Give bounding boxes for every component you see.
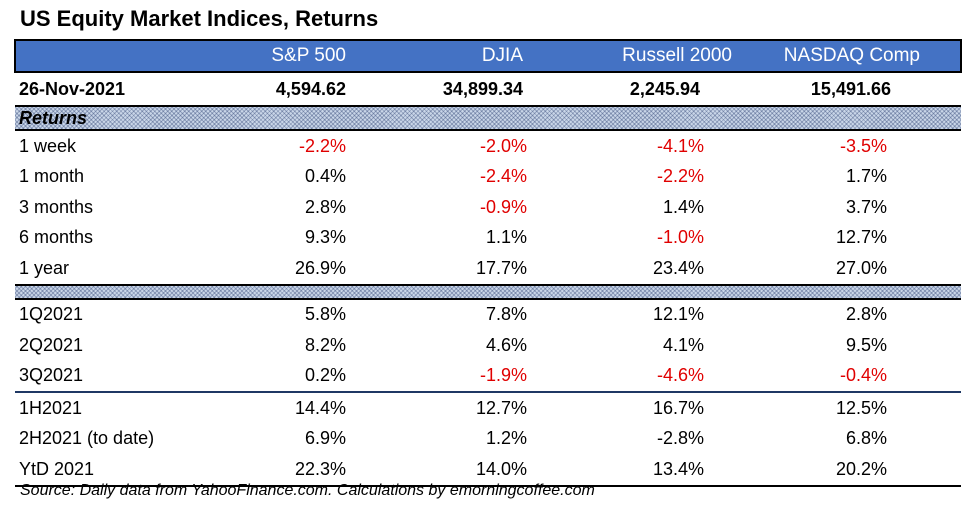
cell-russell: 16.7% (575, 391, 760, 424)
row-label: 2Q2021 (19, 334, 84, 355)
returns-table: S&P 500 DJIA Russell 2000 NASDAQ Comp 26… (14, 39, 962, 487)
cell-sp500: 0.2% (304, 365, 346, 386)
cell-djia: 12.7% (390, 391, 575, 424)
cell-nasdaq: -3.5% (839, 135, 887, 156)
cell-sp500: 22.3% (225, 454, 390, 487)
cell-sp500: 14.4% (225, 391, 390, 424)
cell-sp500: 9.3% (304, 227, 346, 248)
row-label: 1 month (19, 166, 85, 187)
cell-nasdaq: 27.0% (835, 257, 887, 278)
column-header-nasdaq: NASDAQ Comp (760, 39, 962, 73)
cell-djia: -2.0% (479, 135, 527, 156)
column-header-djia: DJIA (390, 39, 575, 73)
cell-nasdaq: 3.7% (845, 196, 887, 217)
table-row: 1 week -2.2% -2.0% -4.1% -3.5% (15, 130, 961, 162)
section-label: Returns (19, 107, 88, 128)
cell-russell: 1.4% (662, 196, 704, 217)
row-label: YtD 2021 (15, 454, 225, 487)
level-row-label: 26-Nov-2021 (15, 72, 225, 107)
table-row: YtD 2021 22.3% 14.0% 13.4% 20.2% (15, 454, 961, 487)
level-value: 15,491.66 (760, 72, 961, 107)
column-header-russell: Russell 2000 (575, 39, 760, 73)
header-row: S&P 500 DJIA Russell 2000 NASDAQ Comp (14, 39, 962, 73)
cell-russell: 13.4% (575, 454, 760, 487)
cell-djia: 7.8% (485, 304, 527, 325)
cell-nasdaq: 20.2% (760, 454, 961, 487)
section-header: Returns (15, 105, 961, 131)
level-value: 34,899.34 (390, 72, 575, 107)
row-label: 3 months (19, 196, 94, 217)
cell-djia: 1.2% (485, 428, 527, 449)
table-row: 1 year 26.9% 17.7% 23.4% 27.0% (15, 253, 961, 285)
row-label: 1 week (19, 135, 77, 156)
row-label: 1H2021 (15, 391, 225, 424)
cell-russell: -4.1% (656, 135, 704, 156)
table-row: 1 month 0.4% -2.4% -2.2% 1.7% (15, 162, 961, 193)
cell-nasdaq: 12.5% (760, 391, 961, 424)
header-corner (14, 39, 225, 73)
row-label: 6 months (19, 227, 94, 248)
cell-djia: 14.0% (390, 454, 575, 487)
column-header-sp500: S&P 500 (225, 39, 390, 73)
cell-nasdaq: 6.8% (845, 428, 887, 449)
cell-sp500: -2.2% (298, 135, 346, 156)
hatched-separator (15, 283, 961, 300)
cell-nasdaq: 9.5% (845, 334, 887, 355)
hatched-separator-row (15, 283, 961, 300)
cell-djia: -0.9% (479, 196, 527, 217)
table-row: 6 months 9.3% 1.1% -1.0% 12.7% (15, 223, 961, 254)
cell-sp500: 8.2% (304, 334, 346, 355)
row-label: 1 year (19, 257, 70, 278)
cell-russell: -1.0% (656, 227, 704, 248)
cell-nasdaq: 1.7% (845, 166, 887, 187)
table-row: 2H2021 (to date) 6.9% 1.2% -2.8% 6.8% (15, 424, 961, 455)
source-note: Source: Daily data from YahooFinance.com… (20, 482, 595, 499)
table-row: 1Q2021 5.8% 7.8% 12.1% 2.8% (15, 299, 961, 331)
cell-sp500: 2.8% (304, 196, 346, 217)
table-row: 1H2021 14.4% 12.7% 16.7% 12.5% (15, 391, 961, 424)
cell-sp500: 26.9% (294, 257, 346, 278)
level-value: 4,594.62 (225, 72, 390, 107)
cell-russell: 23.4% (652, 257, 704, 278)
table-row: 3Q2021 0.2% -1.9% -4.6% -0.4% (15, 361, 961, 393)
cell-russell: 4.1% (662, 334, 704, 355)
cell-nasdaq: 12.7% (835, 227, 887, 248)
table-row: 3 months 2.8% -0.9% 1.4% 3.7% (15, 192, 961, 223)
cell-djia: -2.4% (479, 166, 527, 187)
cell-djia: 1.1% (485, 227, 527, 248)
row-label: 2H2021 (to date) (19, 428, 155, 449)
section-header-row: Returns (15, 105, 961, 131)
table-row: 2Q2021 8.2% 4.6% 4.1% 9.5% (15, 330, 961, 361)
cell-sp500: 5.8% (304, 304, 346, 325)
level-value: 2,245.94 (575, 72, 760, 107)
cell-sp500: 0.4% (304, 166, 346, 187)
cell-russell: -2.8% (656, 428, 704, 449)
cell-nasdaq: -0.4% (839, 365, 887, 386)
cell-djia: 4.6% (485, 334, 527, 355)
cell-russell: -2.2% (656, 166, 704, 187)
level-row: 26-Nov-2021 4,594.62 34,899.34 2,245.94 … (15, 72, 961, 107)
cell-russell: -4.6% (656, 365, 704, 386)
cell-russell: 12.1% (652, 304, 704, 325)
cell-djia: 17.7% (475, 257, 527, 278)
cell-sp500: 6.9% (304, 428, 346, 449)
row-label: 3Q2021 (19, 365, 84, 386)
cell-nasdaq: 2.8% (845, 304, 887, 325)
row-label: 1Q2021 (19, 304, 84, 325)
table-title: US Equity Market Indices, Returns (20, 6, 379, 31)
cell-djia: -1.9% (479, 365, 527, 386)
